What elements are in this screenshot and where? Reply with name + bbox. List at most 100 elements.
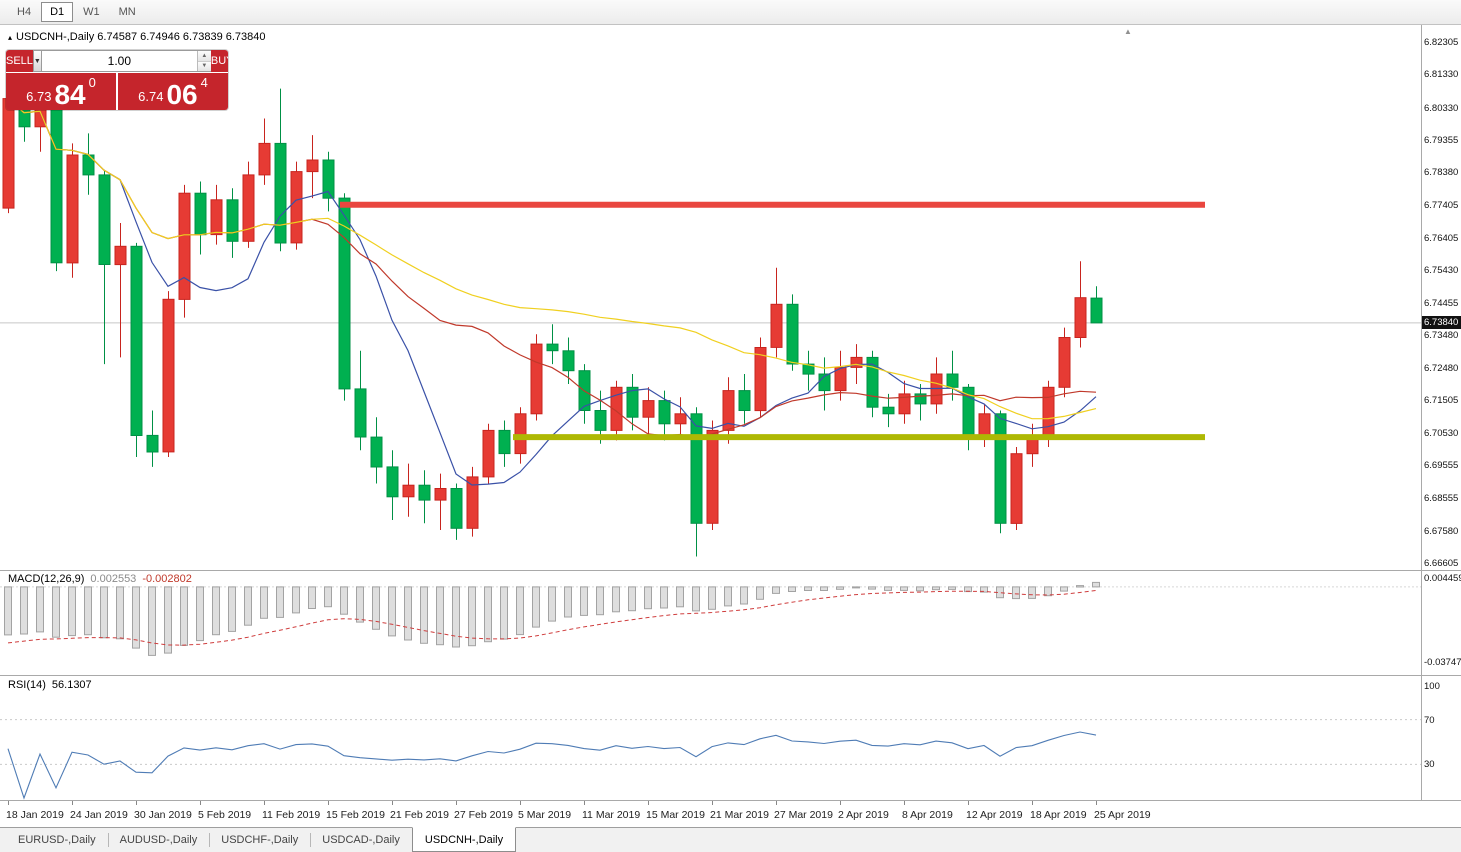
time-axis-label: 5 Feb 2019	[198, 809, 252, 821]
symbol-icon: ▴	[8, 32, 13, 42]
time-axis-label: 24 Jan 2019	[70, 809, 128, 821]
time-axis-label: 11 Feb 2019	[262, 809, 321, 821]
price-axis-label: 6.79355	[1424, 134, 1459, 146]
rsi-axis-label: 30	[1424, 759, 1435, 771]
macd-indicator-label: MACD(12,26,9) 0.002553 -0.002802	[8, 573, 192, 585]
price-axis-label: 6.76405	[1424, 232, 1459, 244]
time-axis-tick	[456, 801, 457, 805]
price-axis-label: 6.74455	[1424, 297, 1459, 309]
time-axis-label: 27 Mar 2019	[774, 809, 833, 821]
panel-splitter-bottom[interactable]	[0, 800, 1461, 801]
timeframe-button-h4[interactable]: H4	[8, 2, 40, 22]
time-axis-label: 15 Feb 2019	[326, 809, 385, 821]
price-axis[interactable]: 6.82305 6.81330 6.80330 6.79355 6.78380 6.774…	[1422, 25, 1461, 800]
macd-name: MACD(12,26,9)	[8, 573, 85, 585]
rsi-value: 56.1307	[51, 679, 92, 691]
chart-tab-audusd[interactable]: AUDUSD-,Daily	[107, 828, 210, 852]
rsi-axis-label: 100	[1424, 681, 1440, 692]
timeframe-button-d1[interactable]: D1	[41, 2, 74, 22]
time-axis-label: 12 Apr 2019	[966, 809, 1023, 821]
price-axis-label: 6.80330	[1424, 102, 1459, 114]
time-axis-tick	[8, 801, 9, 805]
buy-price-big: 06	[166, 79, 198, 110]
time-axis-tick	[648, 801, 649, 805]
timeframe-toolbar: H4 D1 W1 MN	[0, 0, 1461, 25]
volume-spinner: ▲ ▼	[196, 51, 211, 71]
panel-splitter-macd[interactable]	[0, 570, 1461, 571]
buy-price-small: 6.74	[138, 89, 164, 104]
time-axis-label: 21 Feb 2019	[390, 809, 449, 821]
panel-splitter-rsi[interactable]	[0, 675, 1461, 676]
rsi-name: RSI(14)	[8, 679, 46, 691]
chart-title: ▴ USDCNH-,Daily 6.74587 6.74946 6.73839 …	[8, 31, 266, 43]
price-axis-label: 6.70530	[1424, 427, 1459, 439]
rsi-axis-label: 70	[1424, 714, 1435, 726]
time-axis-tick	[520, 801, 521, 805]
volume-field: ▲ ▼	[41, 50, 211, 72]
price-axis-label: 6.69555	[1424, 460, 1459, 472]
volume-input[interactable]	[41, 51, 197, 71]
chart-tab-eurusd[interactable]: EURUSD-,Daily	[18, 834, 96, 846]
price-axis-label: 6.67580	[1424, 525, 1459, 537]
macd-signal-value: -0.002802	[142, 573, 192, 585]
rsi-indicator-label: RSI(14) 56.1307	[8, 679, 92, 691]
time-axis-tick	[1096, 801, 1097, 805]
time-axis-label: 11 Mar 2019	[582, 809, 641, 821]
sell-price-small: 6.73	[26, 89, 52, 104]
volume-dropdown-button[interactable]: ▼	[32, 50, 42, 72]
buy-price-quote[interactable]: 6.74 06 4	[118, 73, 228, 110]
sell-price-quote[interactable]: 6.73 84 0	[6, 73, 116, 110]
trade-quotes-row: 6.73 84 0 6.74 06 4	[6, 73, 228, 110]
time-axis-tick	[136, 801, 137, 805]
time-axis-label: 15 Mar 2019	[646, 809, 705, 821]
buy-button[interactable]: BUY	[210, 50, 228, 72]
volume-decrease-button[interactable]: ▼	[197, 61, 211, 71]
time-axis[interactable]: 18 Jan 2019 24 Jan 2019 30 Jan 2019 5 Feb 2…	[0, 801, 1421, 827]
price-axis-label: 6.75430	[1424, 265, 1459, 277]
trade-controls-row: SELL ▼ ▲ ▼ BUY	[6, 50, 228, 72]
time-axis-tick	[200, 801, 201, 805]
timeframe-button-w1[interactable]: W1	[74, 2, 109, 22]
time-axis-tick	[264, 801, 265, 805]
price-axis-label: 6.82305	[1424, 37, 1459, 48]
price-axis-label: 6.72480	[1424, 363, 1459, 375]
time-axis-tick	[904, 801, 905, 805]
time-axis-tick	[1032, 801, 1033, 805]
scroll-to-latest-icon[interactable]: ▲	[1124, 27, 1132, 36]
time-axis-label: 5 Mar 2019	[518, 809, 572, 821]
time-axis-tick	[840, 801, 841, 805]
time-axis-label: 18 Jan 2019	[6, 809, 64, 821]
chart-title-text: USDCNH-,Daily 6.74587 6.74946 6.73839 6.…	[16, 31, 266, 43]
one-click-trading-panel: SELL ▼ ▲ ▼ BUY 6.73 84 0 6.74 06	[6, 50, 228, 110]
sell-button[interactable]: SELL	[6, 50, 33, 72]
macd-axis-label: 0.004459	[1424, 573, 1461, 584]
price-axis-label: 6.77405	[1424, 199, 1459, 211]
current-price-badge: 6.73840	[1422, 316, 1461, 330]
time-axis-label: 2 Apr 2019	[838, 809, 889, 821]
price-axis-label: 6.66605	[1424, 558, 1459, 569]
macd-axis-label: -0.037475	[1424, 657, 1461, 668]
time-axis-label: 21 Mar 2019	[710, 809, 769, 821]
time-axis-tick	[584, 801, 585, 805]
chart-tab-bar: EURUSD-,Daily AUDUSD-,Daily USDCHF-,Daily U…	[0, 827, 1461, 852]
volume-increase-button[interactable]: ▲	[197, 51, 211, 62]
chart-tab-usdchf[interactable]: USDCHF-,Daily	[209, 828, 310, 852]
time-axis-tick	[72, 801, 73, 805]
price-axis-border	[1421, 25, 1422, 800]
price-axis-label: 6.71505	[1424, 395, 1459, 407]
chart-canvas[interactable]	[0, 25, 1421, 800]
chart-tab-usdcad[interactable]: USDCAD-,Daily	[310, 828, 412, 852]
time-axis-label: 18 Apr 2019	[1030, 809, 1087, 821]
time-axis-tick	[776, 801, 777, 805]
time-axis-tick	[328, 801, 329, 805]
chevron-down-icon: ▼	[33, 57, 41, 65]
macd-main-value: 0.002553	[90, 573, 137, 585]
sell-price-sup: 0	[88, 75, 96, 90]
chart-tab-usdcnh[interactable]: USDCNH-,Daily	[411, 827, 517, 852]
time-axis-tick	[712, 801, 713, 805]
timeframe-button-mn[interactable]: MN	[110, 2, 145, 22]
price-axis-label: 6.78380	[1424, 167, 1459, 179]
price-axis-label: 6.73480	[1424, 329, 1459, 341]
time-axis-label: 8 Apr 2019	[902, 809, 953, 821]
